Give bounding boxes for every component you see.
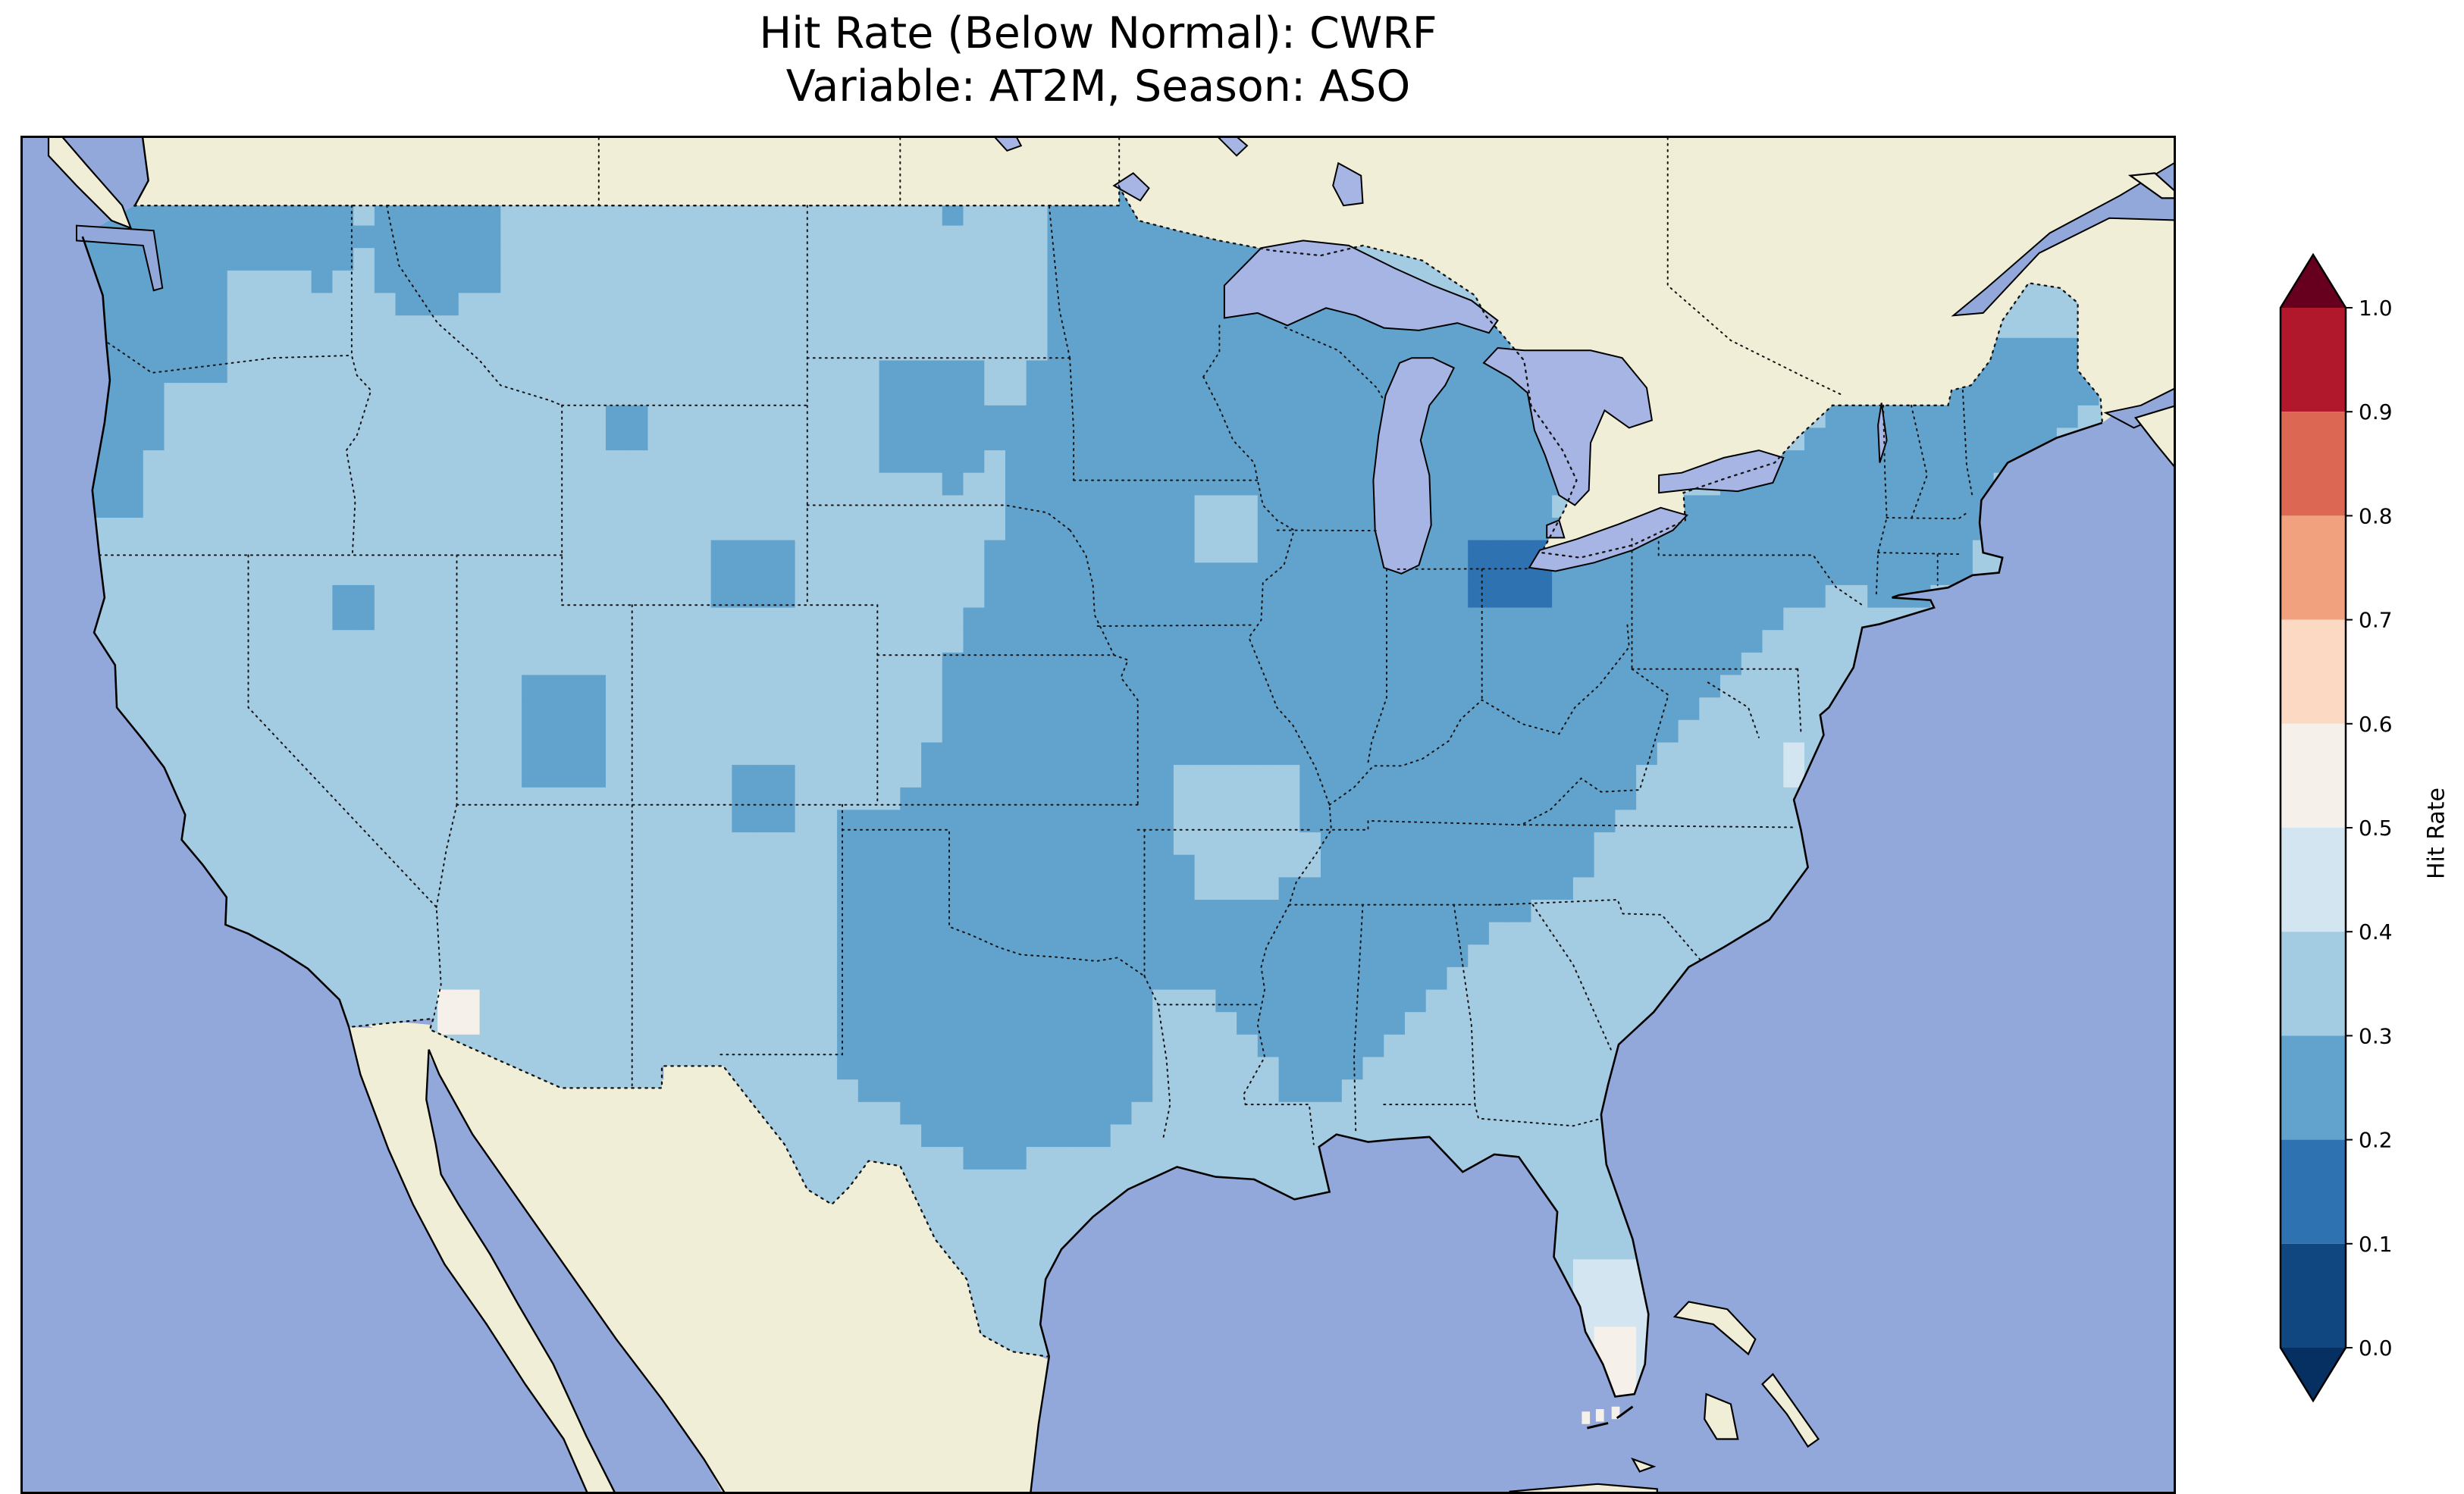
st-lawrence-water — [1951, 161, 2176, 317]
colorbar-segment — [2281, 619, 2346, 724]
island-shape — [1631, 1457, 1657, 1473]
colorbar-under-arrow — [2281, 1348, 2346, 1401]
coastline — [348, 1026, 589, 1494]
colorbar-segment — [2281, 723, 2346, 828]
colorbar-tick-label: 0.4 — [2359, 919, 2393, 944]
map-canvas — [20, 136, 2176, 1494]
island-shape — [1704, 1392, 1739, 1440]
lake-shape — [1482, 346, 1654, 506]
colorbar-tick-label: 0.9 — [2359, 399, 2393, 424]
us-pacific-coastline — [81, 236, 350, 1028]
lake-shape — [1218, 136, 1249, 157]
island-shape — [2133, 405, 2176, 470]
colorbar-label: Hit Rate — [2423, 788, 2450, 880]
colorbar: 1.0 0.9 0.8 0.7 0.6 0.5 0.4 0.3 0.2 0.1 0.0 — [2274, 250, 2464, 1433]
colorbar-over-arrow — [2281, 255, 2346, 308]
national-borders — [133, 183, 2104, 1358]
island-shape — [2127, 172, 2176, 199]
colorbar-tick-label: 0.0 — [2359, 1336, 2393, 1361]
state-borders — [99, 136, 1973, 1145]
mexico-land — [346, 1016, 1048, 1494]
colorbar-segment — [2281, 308, 2346, 412]
colorbar-tick-label: 0.6 — [2359, 712, 2393, 737]
map-frame — [20, 136, 2176, 1494]
us-atlantic-gulf-coastline — [1039, 421, 2103, 1398]
us-canada-border — [133, 183, 2104, 559]
colorbar-tick-label: 0.3 — [2359, 1023, 2393, 1048]
lake-shape — [1546, 518, 1566, 539]
lake-shape — [1658, 449, 1785, 494]
lake-shape — [1528, 506, 1688, 572]
lake-shape — [992, 136, 1023, 152]
coastline — [425, 1049, 617, 1494]
florida-keys-dash — [1587, 1421, 1609, 1430]
coastline — [1029, 1356, 1050, 1494]
colorbar-segment — [2281, 412, 2346, 516]
lake-shape — [1372, 357, 1456, 575]
island-shape — [47, 136, 133, 230]
lake-shape — [1223, 240, 1499, 334]
colorbar-segment — [2281, 1139, 2346, 1244]
figure-title: Hit Rate (Below Normal): CWRF Variable: … — [20, 8, 2176, 113]
juan-de-fuca-water — [76, 224, 164, 292]
colorbar-tick-label: 0.5 — [2359, 816, 2393, 841]
coastline — [428, 1049, 727, 1494]
baja-california-land — [349, 1027, 615, 1494]
lake-shape — [1112, 172, 1150, 202]
colorbar-segment — [2281, 1035, 2346, 1140]
colorbar-segment — [2281, 828, 2346, 932]
colorbar-tick-label: 0.2 — [2359, 1128, 2393, 1153]
bay-of-fundy-water — [2103, 387, 2176, 429]
colorbar-tick-label: 0.8 — [2359, 503, 2393, 528]
canada-land — [134, 136, 2176, 558]
island-shape — [1672, 1301, 1757, 1356]
title-line-2: Variable: AT2M, Season: ASO — [785, 61, 1411, 111]
colorbar-tick-label: 0.1 — [2359, 1232, 2393, 1257]
lake-shape — [1332, 161, 1364, 207]
title-line-1: Hit Rate (Below Normal): CWRF — [759, 8, 1437, 58]
us-mexico-border — [348, 1017, 1050, 1358]
coastline — [133, 136, 149, 208]
island-shape — [1509, 1483, 1658, 1494]
colorbar-canvas: 1.0 0.9 0.8 0.7 0.6 0.5 0.4 0.3 0.2 0.1 0.0 — [2279, 252, 2393, 1403]
lake-shape — [1877, 402, 1888, 463]
florida-keys-dash — [1616, 1405, 1634, 1420]
colorbar-segment — [2281, 932, 2346, 1036]
colorbar-segment — [2281, 1243, 2346, 1348]
colorbar-tick-label: 1.0 — [2359, 296, 2393, 321]
colorbar-segment — [2281, 515, 2346, 620]
island-shape — [1761, 1373, 1820, 1448]
colorbar-tick-label: 0.7 — [2359, 608, 2393, 633]
